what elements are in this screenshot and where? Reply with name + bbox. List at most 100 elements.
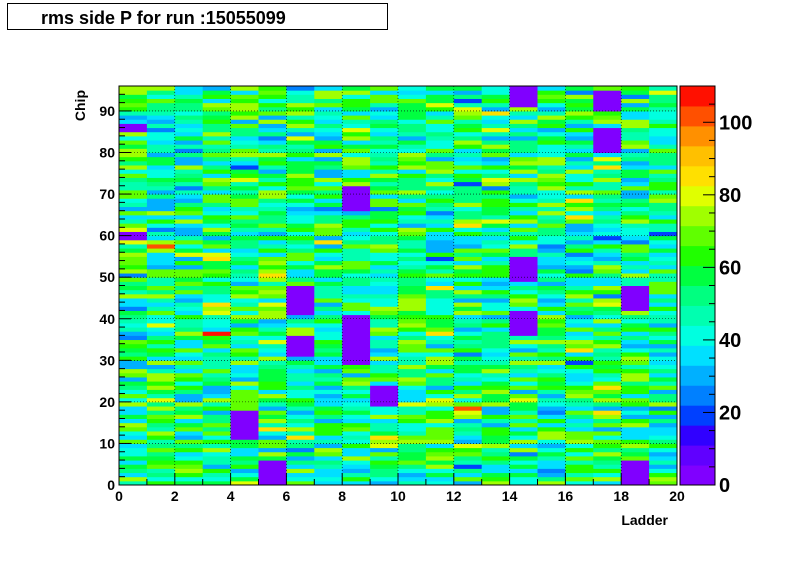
heatmap-cell <box>649 219 678 224</box>
heatmap-cell <box>146 189 176 195</box>
heatmap-cell <box>537 372 566 378</box>
heatmap-cell <box>202 135 232 141</box>
heatmap-cell <box>370 451 399 457</box>
heatmap-cell <box>537 181 566 187</box>
heatmap-cell <box>174 318 204 324</box>
heatmap-cell <box>649 94 678 99</box>
heatmap-cell <box>509 318 538 324</box>
heatmap-cell <box>230 169 259 174</box>
heatmap-cell <box>649 381 678 386</box>
heatmap-cell <box>565 119 594 124</box>
heatmap-cell <box>537 460 566 465</box>
heatmap-cell <box>649 302 678 307</box>
heatmap-cell <box>649 127 678 133</box>
heatmap-cell <box>398 318 427 324</box>
heatmap-cell <box>202 335 232 341</box>
heatmap-cell <box>649 393 678 399</box>
heatmap-cell <box>453 210 483 216</box>
heatmap-cell <box>314 264 343 270</box>
heatmap-cell <box>342 327 371 332</box>
heatmap-cell <box>565 135 594 141</box>
heatmap-cell <box>370 360 399 365</box>
heatmap-cell <box>453 310 483 316</box>
heatmap-cell <box>370 252 399 257</box>
palette-swatch <box>680 465 715 486</box>
heatmap-cell <box>202 322 232 328</box>
heatmap-cell <box>230 152 259 158</box>
heatmap-cell <box>398 268 427 274</box>
heatmap-cell <box>202 464 232 469</box>
heatmap-cell <box>370 439 399 444</box>
heatmap-cell <box>425 368 455 374</box>
heatmap-cell <box>146 198 176 203</box>
heatmap-cell <box>230 447 259 453</box>
heatmap-cell <box>649 376 678 382</box>
heatmap-cell <box>481 102 511 108</box>
heatmap-cell <box>202 202 232 208</box>
heatmap-cell <box>119 110 148 116</box>
heatmap-cell <box>621 231 650 237</box>
heatmap-cell <box>146 173 176 178</box>
heatmap-cell <box>258 110 287 116</box>
heatmap-cell <box>481 268 511 274</box>
heatmap-cell <box>537 410 566 415</box>
heatmap-cell <box>481 310 511 316</box>
heatmap-cell <box>425 314 455 320</box>
heatmap-cell <box>509 376 538 382</box>
heatmap-cell <box>202 331 232 336</box>
heatmap-cell <box>593 381 622 386</box>
heatmap-cell <box>509 144 538 149</box>
heatmap-cell <box>509 430 538 436</box>
heatmap-cell <box>565 86 594 91</box>
heatmap-cell <box>202 243 232 249</box>
heatmap-cell <box>398 206 427 212</box>
heatmap-cell <box>286 206 315 212</box>
heatmap-cell <box>537 152 566 158</box>
heatmap-cell <box>398 455 427 461</box>
heatmap-cell <box>621 430 650 436</box>
heatmap-cell <box>537 376 566 382</box>
heatmap-cell <box>286 131 315 137</box>
heatmap-cell <box>481 426 511 432</box>
heatmap-cell <box>230 227 259 232</box>
heatmap-cell <box>398 368 427 374</box>
heatmap-cell <box>314 468 343 474</box>
heatmap-cell <box>453 194 483 199</box>
heatmap-cell <box>537 235 566 241</box>
heatmap-cell <box>425 372 455 378</box>
heatmap-cell <box>565 131 594 137</box>
heatmap-cell <box>146 202 176 208</box>
heatmap-cell <box>230 318 259 324</box>
heatmap-cell <box>453 426 483 432</box>
heatmap-cell <box>286 198 315 203</box>
heatmap-cell <box>649 223 678 228</box>
heatmap-cell <box>453 480 483 486</box>
heatmap-cell <box>258 98 287 104</box>
heatmap-cell <box>146 273 176 278</box>
heatmap-cell <box>119 273 148 278</box>
heatmap-cell <box>230 327 259 332</box>
heatmap-cell <box>370 447 399 453</box>
heatmap-cell <box>593 140 622 145</box>
heatmap-cell <box>621 102 650 108</box>
heatmap-cell <box>481 472 511 478</box>
heatmap-cell <box>453 98 483 104</box>
heatmap-cell <box>649 443 678 449</box>
heatmap-cell <box>481 451 511 457</box>
heatmap-cell <box>202 256 232 262</box>
heatmap-cell <box>565 285 594 291</box>
heatmap-cell <box>230 414 259 419</box>
heatmap-cell <box>119 90 148 95</box>
heatmap-cell <box>509 260 538 266</box>
heatmap-cell <box>258 451 287 457</box>
heatmap-cell <box>342 214 371 220</box>
heatmap-cell <box>314 447 343 453</box>
heatmap-cell <box>119 227 148 232</box>
heatmap-cell <box>565 256 594 262</box>
heatmap-cell <box>342 194 371 199</box>
heatmap-cell <box>342 406 371 411</box>
heatmap-cell <box>314 426 343 432</box>
heatmap-cell <box>286 314 315 320</box>
heatmap-cell <box>453 439 483 444</box>
heatmap-cells <box>119 86 678 486</box>
